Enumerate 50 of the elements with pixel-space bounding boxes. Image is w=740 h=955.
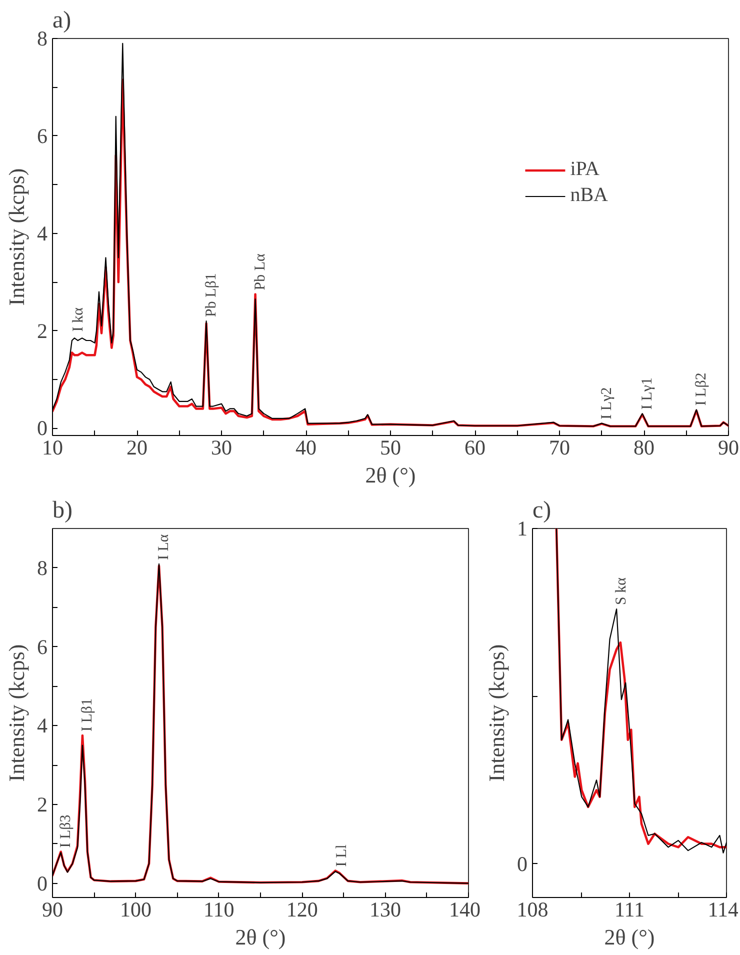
y-tick-label: 2 xyxy=(37,318,48,343)
x-axis-title: 2θ (°) xyxy=(235,924,286,950)
x-tick-label: 114 xyxy=(708,898,739,922)
y-tick-label: 6 xyxy=(37,634,48,659)
y-axis-title: Intensity (kcps) xyxy=(4,644,29,782)
annotation: I Lβ1 xyxy=(79,698,96,732)
x-axis-title: 2θ (°) xyxy=(604,924,655,950)
legend-label: iPA xyxy=(570,158,600,181)
annotation: Pb Lα xyxy=(252,253,268,290)
legend-label: nBA xyxy=(570,184,608,207)
annotation: I Lβ2 xyxy=(693,372,710,406)
x-tick-label: 110 xyxy=(204,898,234,922)
y-tick-label: 8 xyxy=(37,26,48,50)
chart-title: b) xyxy=(52,498,72,524)
x-tick-label: 90 xyxy=(718,436,739,460)
x-tick-label: 70 xyxy=(549,436,570,460)
annotation: I Lα xyxy=(156,534,172,560)
annotation: Pb Lβ1 xyxy=(203,273,220,318)
x-tick-label: 111 xyxy=(614,898,644,922)
y-axis-title: Intensity (kcps) xyxy=(4,168,29,306)
annotation: I Lγ1 xyxy=(639,378,656,410)
y-tick-label: 2 xyxy=(37,792,48,816)
x-axis-title: 2θ (°) xyxy=(365,462,416,488)
x-tick-label: 60 xyxy=(464,436,486,460)
y-tick-label: 1 xyxy=(517,516,528,540)
chart-title: a) xyxy=(52,8,72,34)
x-tick-label: 140 xyxy=(449,898,480,922)
x-tick-label: 30 xyxy=(211,436,232,460)
y-tick-label: 0 xyxy=(517,852,528,876)
y-tick-label: 4 xyxy=(37,714,48,738)
annotation: S kα xyxy=(614,577,630,606)
x-tick-label: 20 xyxy=(126,436,148,460)
y-tick-label: 6 xyxy=(37,124,48,148)
annotation: I Ll xyxy=(334,844,350,867)
x-tick-label: 50 xyxy=(380,436,401,460)
x-tick-label: 120 xyxy=(286,898,318,922)
annotation: I Lβ3 xyxy=(58,814,74,848)
y-tick-label: 0 xyxy=(37,871,48,896)
chart-title: c) xyxy=(532,498,552,524)
y-tick-label: 8 xyxy=(37,556,48,580)
y-axis-title: Intensity (kcps) xyxy=(484,644,509,782)
x-tick-label: 40 xyxy=(296,436,316,460)
annotation: I kα xyxy=(70,307,87,332)
x-tick-label: 100 xyxy=(120,898,152,922)
x-tick-label: 80 xyxy=(634,436,654,460)
x-tick-label: 108 xyxy=(516,898,548,922)
x-tick-label: 130 xyxy=(370,898,402,922)
x-tick-label: 90 xyxy=(42,898,63,922)
annotation: I Lγ2 xyxy=(598,387,615,420)
y-tick-label: 4 xyxy=(37,221,48,246)
